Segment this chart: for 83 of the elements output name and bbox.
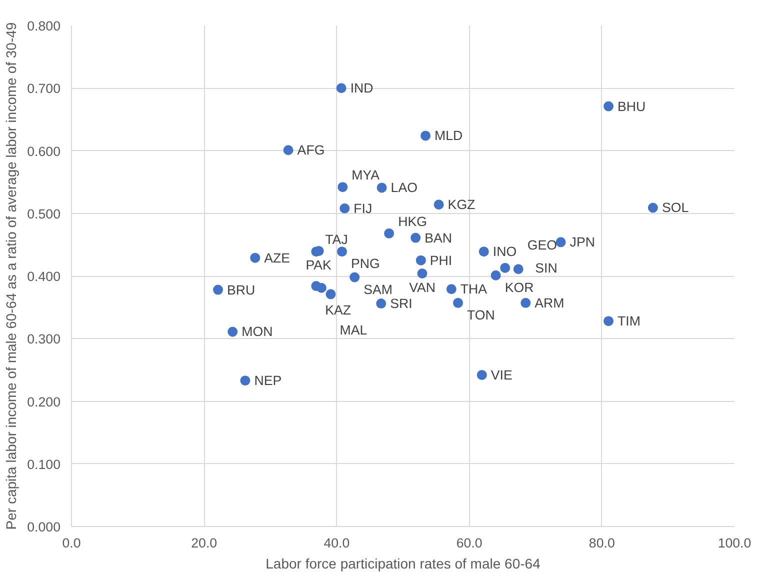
annotation: MAL [340,322,368,338]
y-tick-label: 0.200 [27,394,61,410]
point [410,232,421,243]
annotation: BAN [424,230,452,246]
point [453,298,464,308]
point [384,228,394,238]
point [316,282,326,293]
point [376,298,386,309]
y-axis-title: Per capita labor income of male 60-64 as a ratio of average labor income of 30-49 [3,22,20,530]
annotation: JPN [570,234,595,250]
point [250,252,260,263]
annotation: THA [460,282,488,297]
annotation: LAO [390,180,418,196]
annotation: INO [492,244,517,260]
x-axis-title: Labor force participation rates of male 60-64 [266,556,541,572]
point [476,370,487,380]
point [417,268,428,278]
y-tick-label: 0.100 [27,456,61,472]
x-tick-label: 60.0 [456,536,482,550]
annotation: TAJ [325,232,348,248]
point [434,200,444,210]
annotation: AFG [297,142,325,158]
annotation: SAM [364,282,392,297]
x-tick-label: 0.0 [62,536,81,550]
point [604,101,614,112]
point [336,83,346,94]
annotation: PHI [430,252,452,268]
y-tick-label: 0.700 [27,81,61,96]
x-tick-label: 40.0 [324,536,350,550]
point [283,145,294,156]
annotation: PNG [351,256,380,272]
y-tick-label: 0.500 [27,206,61,222]
x-tick-label: 100.0 [718,536,752,550]
annotation: PAK [306,257,332,272]
y-tick-label: 0.300 [27,332,61,347]
point [604,316,614,326]
x-tick-label: 20.0 [191,536,218,550]
point [490,270,501,280]
point [513,264,524,274]
annotation: SOL [662,200,689,216]
annotation: VAN [409,280,436,295]
annotation: SIN [535,260,558,276]
point [340,203,350,214]
annotation: SRI [390,296,412,312]
annotation: BHU [618,98,646,114]
point [350,272,360,282]
point [326,289,336,300]
annotation: FIJ [354,200,372,216]
annotation: NEP [254,373,282,388]
point [556,237,566,248]
annotation: IND [350,80,374,96]
annotation: MLD [434,128,463,144]
point [338,182,348,192]
point [420,130,431,141]
annotation: AZE [264,250,290,266]
y-tick-label: 0.400 [27,269,61,284]
annotation: MYA [352,168,380,183]
annotation: MON [242,324,273,340]
point [240,376,250,386]
point [446,284,456,294]
point [478,246,489,257]
annotation: TIM [618,314,640,329]
point [376,182,387,193]
annotation: KGZ [448,197,476,212]
point [648,202,658,213]
annotation: HKG [398,214,427,229]
annotation: GEO [527,238,557,253]
point [520,298,531,308]
annotation: VIE [490,367,512,382]
y-tick-label: 0.000 [27,520,61,534]
point [228,326,238,337]
point [500,262,510,273]
annotation: KAZ [325,302,352,318]
annotation: ARM [534,295,564,310]
point [213,284,224,295]
annotation: KOR [504,280,534,295]
annotation: TON [467,307,495,322]
point [337,246,348,257]
x-tick-label: 80.0 [588,536,615,550]
y-tick-label: 0.600 [27,144,61,159]
annotation: BRU [227,282,256,298]
point [416,255,426,266]
y-tick-label: 0.800 [27,18,61,34]
